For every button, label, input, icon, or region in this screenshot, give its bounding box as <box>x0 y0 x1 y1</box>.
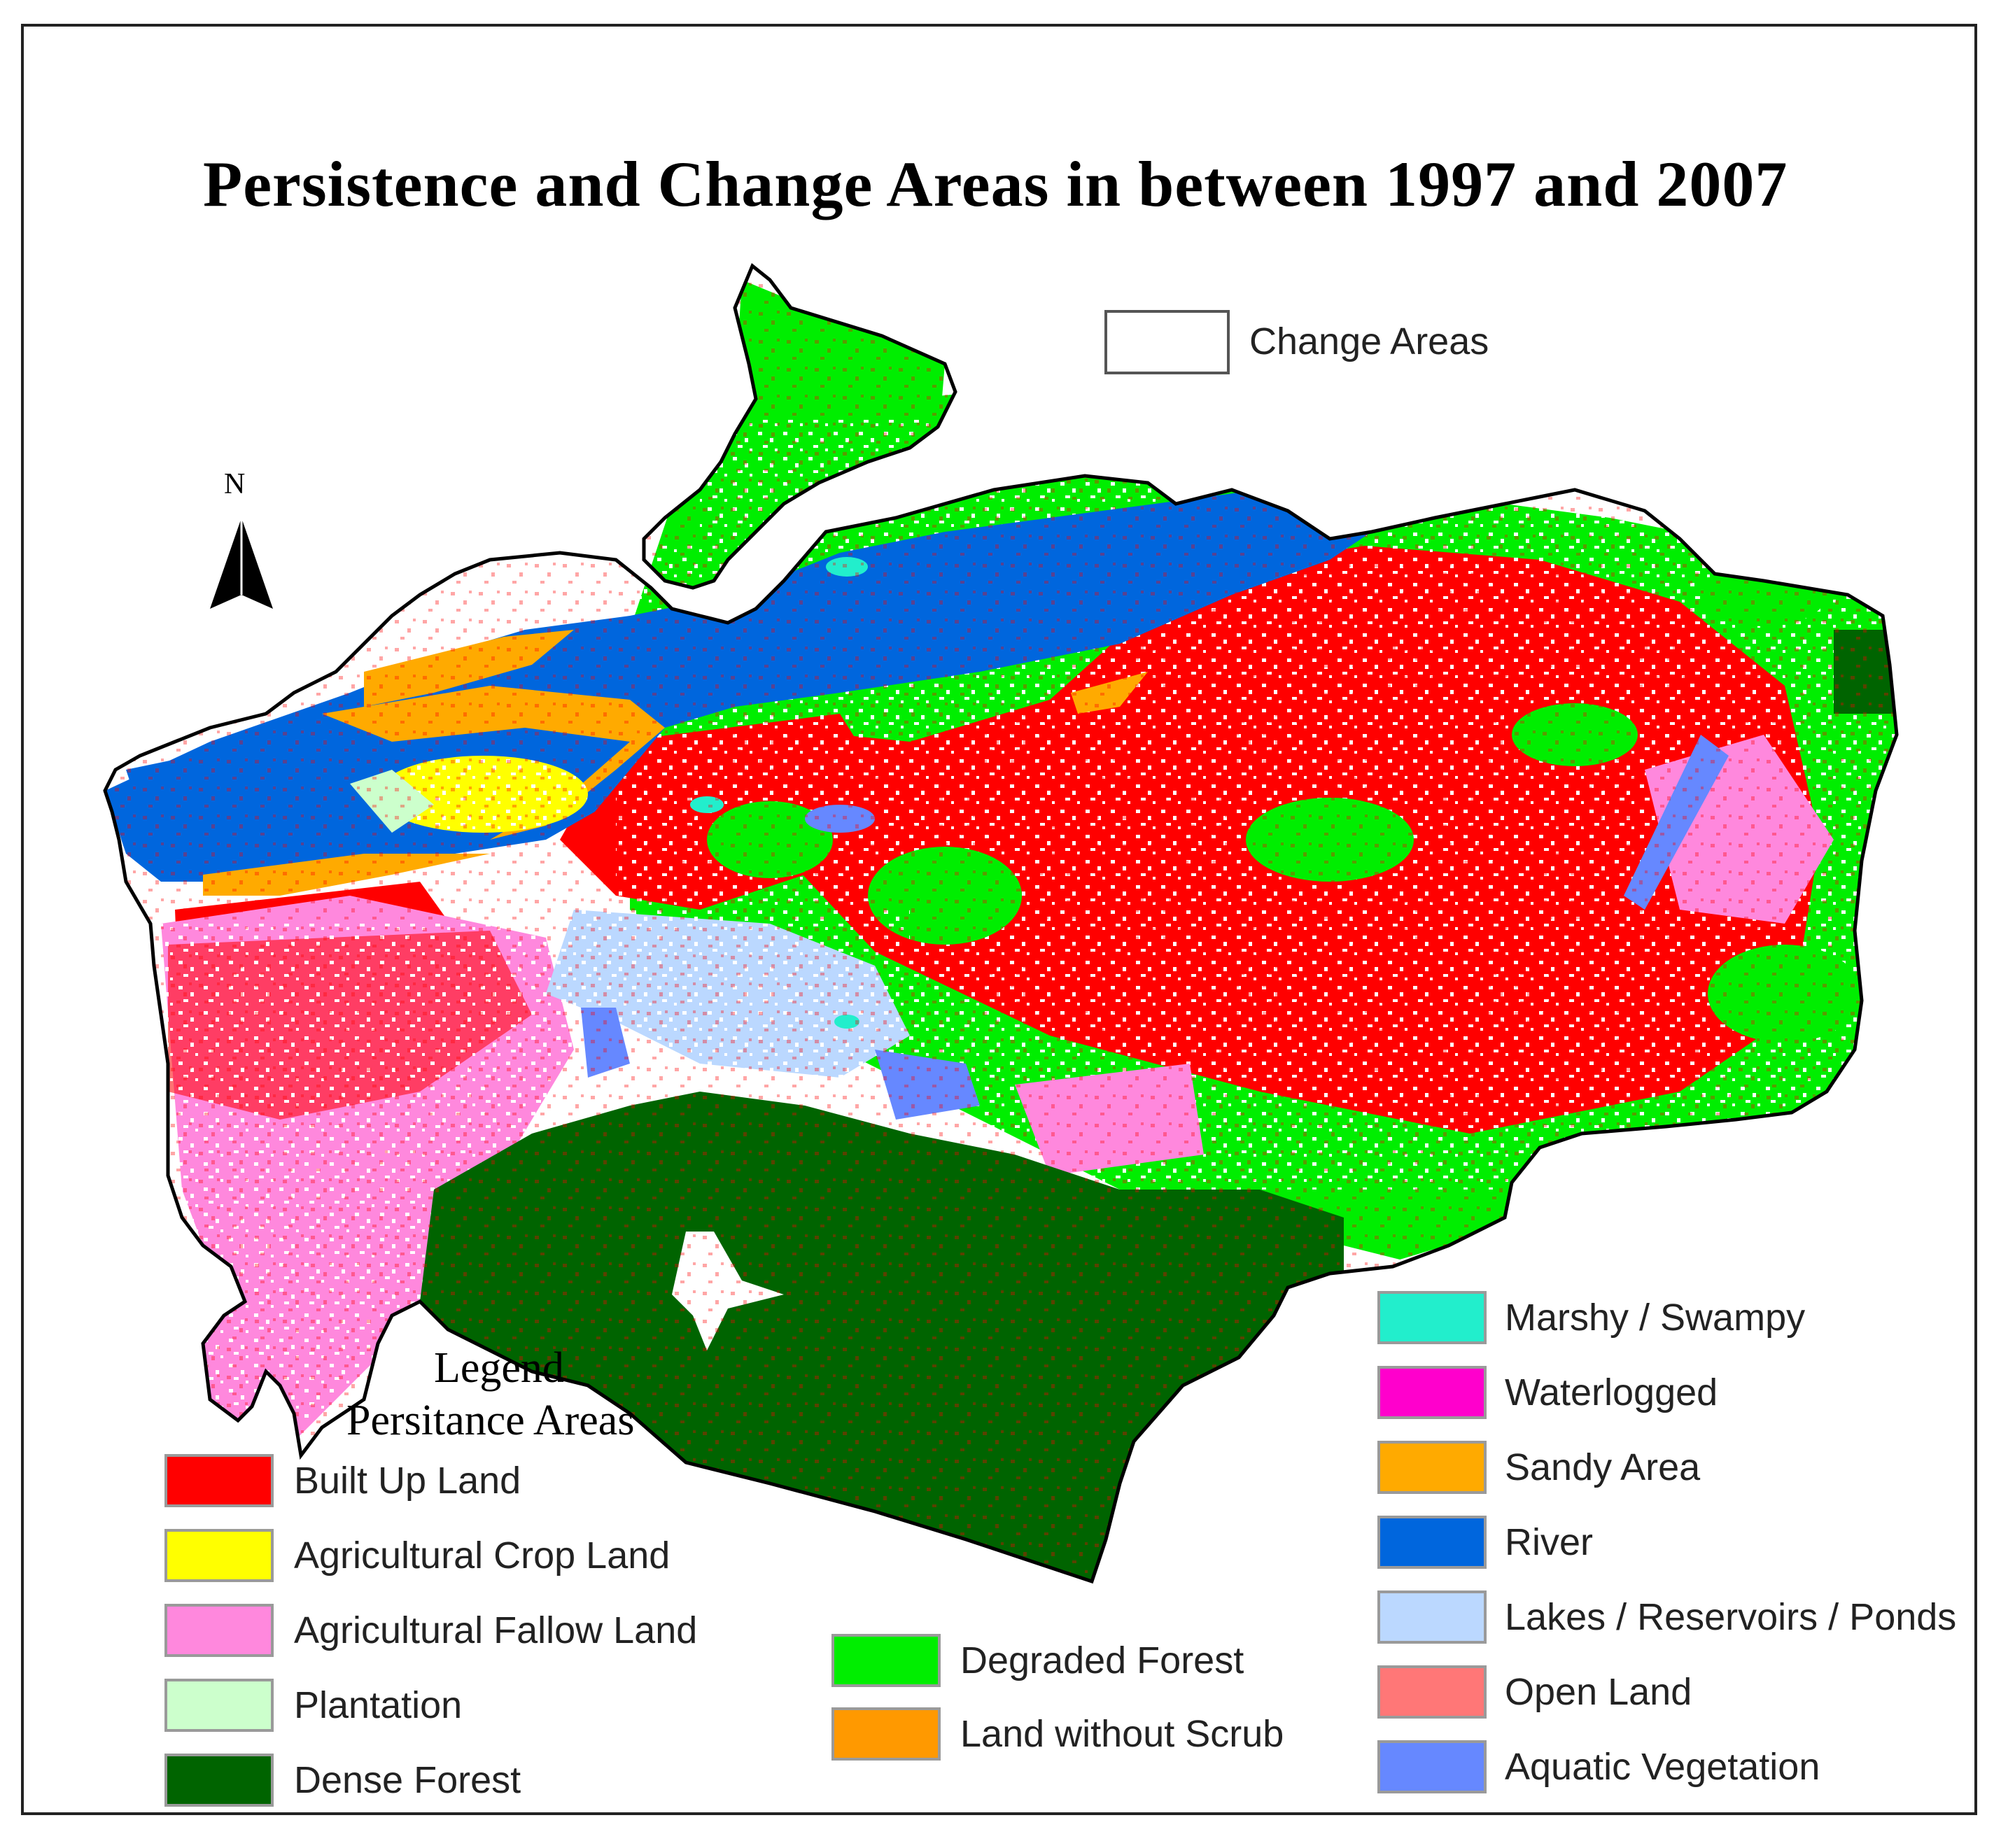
legend-label: Built Up Land <box>294 1460 521 1502</box>
map-frame <box>21 24 1977 1815</box>
north-arrow <box>210 518 273 609</box>
legend-label: Open Land <box>1505 1671 1692 1713</box>
map-title: Persistence and Change Areas in between … <box>203 148 1788 220</box>
legend-swatch <box>164 1754 274 1807</box>
north-label: N <box>224 468 246 500</box>
legend-swatch <box>1377 1366 1487 1419</box>
legend-label: Lakes / Reservoirs / Ponds <box>1505 1596 1957 1638</box>
legend-label: Waterlogged <box>1505 1371 1718 1413</box>
legend-swatch <box>1377 1291 1487 1344</box>
legend-swatch <box>831 1634 941 1687</box>
legend-label: River <box>1505 1521 1594 1563</box>
legend-heading: Legend <box>434 1344 564 1392</box>
legend-swatch <box>164 1604 274 1657</box>
legend-swatch <box>164 1454 274 1507</box>
legend-label: Plantation <box>294 1684 463 1726</box>
legend-label: Land without Scrub <box>960 1713 1284 1755</box>
legend-swatch <box>1377 1441 1487 1494</box>
legend-swatch <box>1377 1740 1487 1793</box>
legend-label: Marshy / Swampy <box>1505 1297 1806 1339</box>
legend-subheading: Persitance Areas <box>346 1397 635 1444</box>
legend-label: Dense Forest <box>294 1759 521 1801</box>
legend-swatch <box>1377 1665 1487 1719</box>
change-areas-label: Change Areas <box>1249 320 1489 362</box>
legend-label: Agricultural Crop Land <box>294 1535 670 1577</box>
legend-swatch <box>164 1679 274 1732</box>
legend-swatch <box>164 1529 274 1582</box>
legend-label: Agricultural Fallow Land <box>294 1609 698 1651</box>
legend-label: Degraded Forest <box>960 1639 1244 1681</box>
legend-swatch <box>831 1707 941 1761</box>
change-areas-swatch <box>1104 310 1230 374</box>
legend-label: Sandy Area <box>1505 1446 1701 1488</box>
legend-swatch <box>1377 1516 1487 1569</box>
legend-swatch <box>1377 1590 1487 1644</box>
legend-label: Aquatic Vegetation <box>1505 1746 1820 1788</box>
